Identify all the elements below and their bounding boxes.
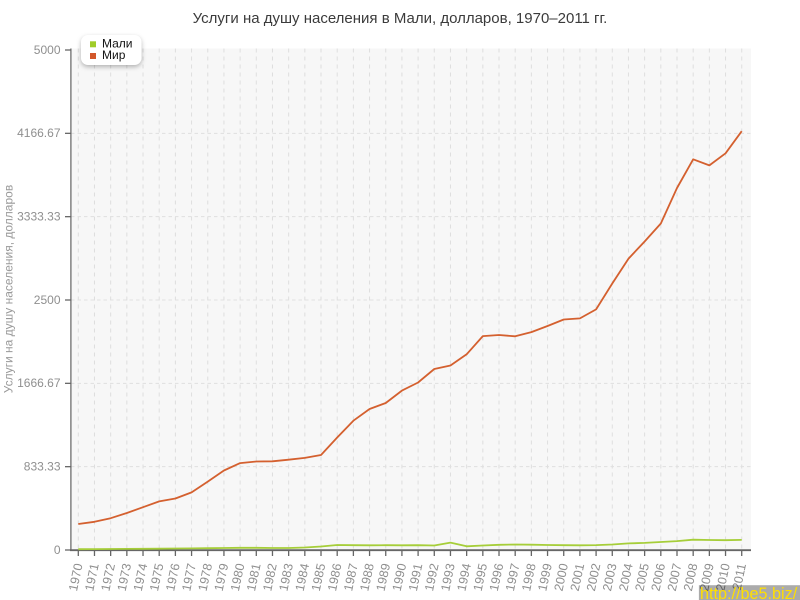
svg-text:1993: 1993	[438, 562, 457, 592]
svg-text:1979: 1979	[212, 562, 231, 592]
svg-text:4166.67: 4166.67	[17, 126, 61, 140]
svg-text:1994: 1994	[454, 562, 473, 592]
svg-text:1987: 1987	[341, 562, 360, 592]
svg-text:1983: 1983	[277, 562, 296, 592]
svg-text:1988: 1988	[357, 562, 376, 592]
svg-text:2009: 2009	[697, 562, 716, 592]
svg-text:1991: 1991	[406, 562, 425, 592]
svg-text:5000: 5000	[34, 43, 61, 57]
svg-text:1972: 1972	[99, 562, 118, 592]
svg-text:1998: 1998	[519, 562, 538, 592]
svg-text:1997: 1997	[503, 562, 522, 592]
svg-text:1984: 1984	[293, 562, 312, 592]
svg-text:Услуги на душу населения в Мал: Услуги на душу населения в Мали, долларо…	[193, 10, 608, 27]
svg-text:1971: 1971	[82, 562, 101, 592]
svg-text:0: 0	[54, 543, 61, 557]
svg-text:1980: 1980	[228, 562, 247, 592]
svg-text:1982: 1982	[260, 562, 279, 592]
svg-text:2010: 2010	[713, 562, 732, 592]
svg-text:1990: 1990	[390, 562, 409, 592]
svg-text:1981: 1981	[244, 562, 263, 592]
svg-text:1970: 1970	[66, 562, 85, 592]
svg-text:1985: 1985	[309, 562, 328, 592]
svg-text:1986: 1986	[325, 562, 344, 592]
svg-text:Услуги на душу населения, долл: Услуги на душу населения, долларов	[2, 185, 16, 393]
svg-text:Мир: Мир	[102, 48, 126, 62]
svg-text:1978: 1978	[196, 562, 215, 592]
svg-text:1666.67: 1666.67	[17, 376, 61, 390]
svg-text:2011: 2011	[730, 562, 749, 591]
svg-text:2008: 2008	[681, 562, 700, 592]
svg-text:2002: 2002	[584, 562, 603, 592]
svg-text:2003: 2003	[600, 562, 619, 592]
svg-text:2001: 2001	[568, 562, 587, 592]
svg-text:1996: 1996	[487, 562, 506, 592]
svg-text:2000: 2000	[552, 562, 571, 592]
svg-text:2004: 2004	[616, 562, 635, 592]
svg-text:1974: 1974	[131, 562, 150, 592]
svg-text:2005: 2005	[632, 562, 651, 592]
svg-text:http://be5.biz/: http://be5.biz/	[700, 585, 798, 600]
svg-text:3333.33: 3333.33	[17, 209, 61, 223]
svg-text:1975: 1975	[147, 562, 166, 592]
svg-text:833.33: 833.33	[24, 459, 61, 473]
svg-text:1977: 1977	[179, 562, 198, 592]
svg-text:1992: 1992	[422, 562, 441, 592]
svg-text:1976: 1976	[163, 562, 182, 592]
svg-text:2006: 2006	[649, 562, 668, 592]
svg-text:1989: 1989	[374, 562, 393, 592]
svg-text:2007: 2007	[665, 562, 684, 592]
svg-text:2500: 2500	[34, 293, 61, 307]
svg-text:Мали: Мали	[102, 36, 133, 50]
svg-text:1999: 1999	[535, 562, 554, 592]
svg-text:1973: 1973	[115, 562, 134, 592]
svg-text:1995: 1995	[471, 562, 490, 592]
